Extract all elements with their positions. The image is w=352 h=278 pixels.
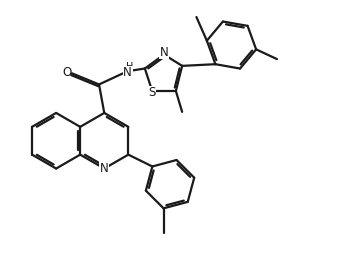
Text: H: H	[126, 62, 133, 72]
Text: S: S	[148, 86, 155, 99]
Text: N: N	[100, 162, 109, 175]
Text: N: N	[123, 66, 132, 80]
Text: O: O	[62, 66, 71, 79]
Text: N: N	[160, 46, 168, 59]
